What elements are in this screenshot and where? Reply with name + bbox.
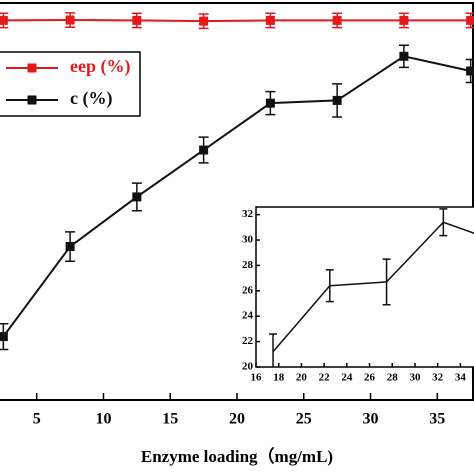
x-tick-label: 10 bbox=[95, 411, 111, 428]
x-tick-label: 15 bbox=[162, 411, 178, 428]
y-tick-label: 24 bbox=[242, 310, 254, 322]
legend-marker bbox=[27, 95, 37, 105]
marker bbox=[0, 15, 8, 25]
marker bbox=[199, 16, 209, 26]
x-tick-label: 5 bbox=[33, 411, 41, 428]
x-tick-label: 25 bbox=[296, 411, 312, 428]
error-bar bbox=[269, 333, 278, 367]
plot-frame bbox=[0, 2, 474, 401]
series-group bbox=[0, 12, 474, 351]
y-tick-label: 32 bbox=[242, 208, 254, 220]
y-tick-label: 30 bbox=[242, 234, 254, 246]
marker bbox=[65, 15, 75, 25]
error-bar bbox=[382, 258, 391, 306]
x-tick-label: 32 bbox=[432, 372, 444, 384]
marker bbox=[199, 145, 209, 155]
inset-frame bbox=[255, 206, 474, 368]
marker bbox=[265, 98, 275, 108]
legend-label: c (%) bbox=[70, 88, 112, 109]
x-axis-label: Enzyme loading（mg/mL) bbox=[141, 446, 333, 466]
x-tick-label: 26 bbox=[364, 372, 376, 384]
x-tick-label: 24 bbox=[341, 372, 353, 384]
marker bbox=[132, 192, 142, 202]
y-tick-label: 22 bbox=[242, 335, 254, 347]
error-bar bbox=[325, 269, 334, 303]
x-tick-label: 30 bbox=[409, 372, 421, 384]
x-tick-label: 20 bbox=[229, 411, 245, 428]
marker bbox=[332, 95, 342, 105]
legend-label: eep (%) bbox=[70, 56, 130, 77]
x-tick-label: 28 bbox=[387, 372, 399, 384]
x-tick-label: 35 bbox=[429, 411, 445, 428]
error-bar bbox=[439, 208, 448, 237]
marker bbox=[65, 242, 75, 252]
series-line bbox=[2, 55, 471, 338]
x-tick-label: 16 bbox=[251, 372, 263, 384]
x-tick-label: 30 bbox=[363, 411, 379, 428]
marker bbox=[466, 15, 474, 25]
marker bbox=[466, 66, 474, 76]
y-tick-label: 26 bbox=[242, 284, 254, 296]
x-tick-label: 22 bbox=[319, 372, 331, 384]
legend-marker bbox=[27, 63, 37, 73]
legend-box bbox=[0, 51, 141, 117]
x-tick-label: 34 bbox=[455, 372, 467, 384]
y-tick-label: 28 bbox=[242, 259, 254, 271]
series-line bbox=[3, 19, 471, 23]
marker bbox=[332, 15, 342, 25]
marker bbox=[399, 15, 409, 25]
series-group bbox=[269, 208, 474, 367]
marker bbox=[265, 15, 275, 25]
y-tick-label: 20 bbox=[242, 361, 254, 373]
marker bbox=[132, 15, 142, 25]
x-tick-label: 18 bbox=[273, 372, 285, 384]
x-tick-label: 20 bbox=[296, 372, 308, 384]
marker bbox=[0, 332, 8, 342]
marker bbox=[399, 51, 409, 61]
